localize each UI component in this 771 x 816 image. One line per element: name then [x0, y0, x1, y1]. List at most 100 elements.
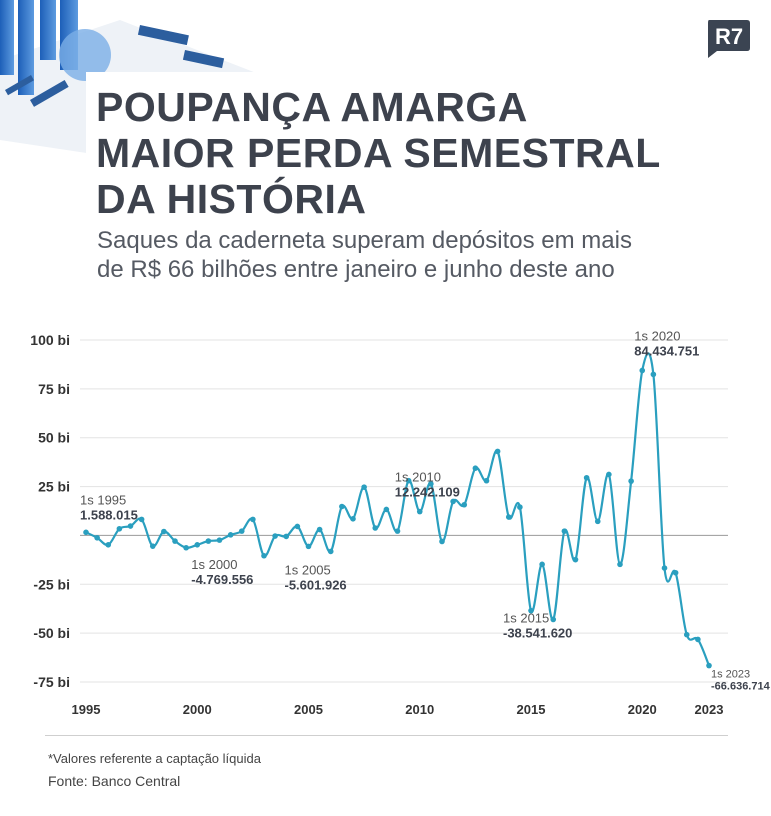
- footer-divider: [45, 735, 728, 736]
- x-tick-label: 1995: [72, 702, 101, 717]
- y-tick-label: -50 bi: [33, 625, 70, 641]
- x-tick-label: 2000: [183, 702, 212, 717]
- data-point: [94, 534, 100, 541]
- annotation-value: -5.601.926: [285, 577, 347, 592]
- data-point: [138, 516, 145, 523]
- title-line: MAIOR PERDA SEMESTRAL: [96, 130, 661, 176]
- y-tick-label: 75 bi: [38, 381, 70, 397]
- annotation-value: 12.242.109: [395, 485, 460, 500]
- annotation-period: 1s 2020: [634, 328, 680, 343]
- x-tick-label: 2020: [628, 702, 657, 717]
- data-point: [617, 561, 623, 568]
- data-point: [672, 569, 679, 576]
- title-line: POUPANÇA AMARGA: [96, 84, 528, 130]
- data-point: [606, 471, 612, 478]
- x-tick-label: 2005: [294, 702, 323, 717]
- annotation-value: -66.636.714: [711, 681, 771, 693]
- data-point: [250, 516, 256, 523]
- subtitle-line: de R$ 66 bilhões entre janeiro e junho d…: [97, 256, 615, 283]
- annotation-value: -4.769.556: [191, 572, 253, 587]
- data-point: [216, 537, 223, 543]
- data-point: [116, 525, 123, 532]
- x-tick-label: 2010: [405, 702, 434, 717]
- r7-logo: R7: [708, 20, 750, 58]
- y-tick-label: -25 bi: [33, 576, 70, 592]
- title-line: DA HISTÓRIA: [96, 176, 367, 222]
- data-point: [461, 501, 468, 508]
- annotation-period: 1s 2015: [503, 611, 549, 626]
- data-point: [505, 514, 512, 520]
- data-point: [706, 662, 712, 669]
- data-point: [194, 542, 201, 548]
- data-point: [517, 504, 523, 510]
- data-point: [695, 636, 701, 643]
- data-point: [639, 367, 646, 374]
- data-point: [383, 506, 390, 513]
- page-title: POUPANÇA AMARGA MAIOR PERDA SEMESTRAL DA…: [96, 84, 736, 222]
- data-point: [272, 533, 278, 539]
- data-point: [205, 538, 212, 544]
- x-tick-label: 2023: [695, 702, 724, 717]
- data-point: [628, 478, 634, 484]
- annotation-period: 1s 1995: [80, 492, 126, 507]
- data-point: [683, 631, 690, 638]
- data-point: [316, 526, 323, 533]
- data-point: [339, 503, 345, 510]
- y-tick-label: 25 bi: [38, 479, 70, 495]
- data-point: [127, 523, 134, 529]
- data-point: [528, 607, 534, 614]
- data-point: [238, 528, 245, 534]
- subtitle: Saques da caderneta superam depósitos em…: [97, 226, 737, 284]
- data-point: [327, 548, 334, 555]
- series-line: [85, 352, 711, 667]
- title-block: POUPANÇA AMARGA MAIOR PERDA SEMESTRAL DA…: [86, 72, 736, 222]
- data-point: [227, 532, 234, 538]
- data-point: [539, 561, 545, 568]
- data-point: [572, 556, 579, 563]
- data-point: [550, 616, 557, 623]
- annotation-period: 1s 2010: [395, 470, 441, 485]
- data-point: [183, 544, 189, 551]
- data-point: [149, 543, 156, 549]
- data-point: [583, 474, 590, 481]
- annotation-period: 1s 2005: [285, 562, 331, 577]
- data-point: [650, 371, 657, 378]
- annotation-value: 84.434.751: [634, 343, 699, 358]
- data-point: [294, 523, 301, 530]
- data-point: [394, 528, 401, 534]
- x-tick-label: 2015: [517, 702, 546, 717]
- data-point: [439, 538, 445, 545]
- data-point: [494, 448, 501, 455]
- data-point: [472, 465, 479, 472]
- data-point: [450, 498, 456, 505]
- logo-text: R7: [715, 24, 743, 49]
- annotation-value: -38.541.620: [503, 626, 572, 641]
- data-point: [428, 481, 434, 487]
- data-point: [661, 565, 668, 571]
- data-point: [372, 525, 379, 531]
- subtitle-line: Saques da caderneta superam depósitos em…: [97, 227, 632, 254]
- annotation-period: 1s 2023: [711, 669, 750, 681]
- data-point: [405, 477, 412, 484]
- data-point: [283, 533, 290, 540]
- data-point: [83, 529, 89, 536]
- y-tick-label: -75 bi: [33, 674, 70, 690]
- data-point: [483, 477, 490, 484]
- data-point: [350, 516, 356, 522]
- data-point: [416, 508, 423, 515]
- source-note: Fonte: Banco Central: [48, 773, 181, 789]
- y-tick-label: 100 bi: [30, 332, 70, 348]
- data-point: [361, 484, 367, 490]
- data-point: [305, 543, 312, 550]
- annotation-value: 1.588.015: [80, 507, 138, 522]
- data-point: [261, 552, 267, 559]
- footnote: *Valores referente a captação líquida: [48, 751, 261, 766]
- data-point: [561, 528, 568, 534]
- data-point: [105, 542, 112, 548]
- data-point: [594, 518, 601, 525]
- data-point: [172, 538, 178, 544]
- annotation-period: 1s 2000: [191, 557, 237, 572]
- y-tick-label: 50 bi: [38, 430, 70, 446]
- data-point: [161, 528, 167, 535]
